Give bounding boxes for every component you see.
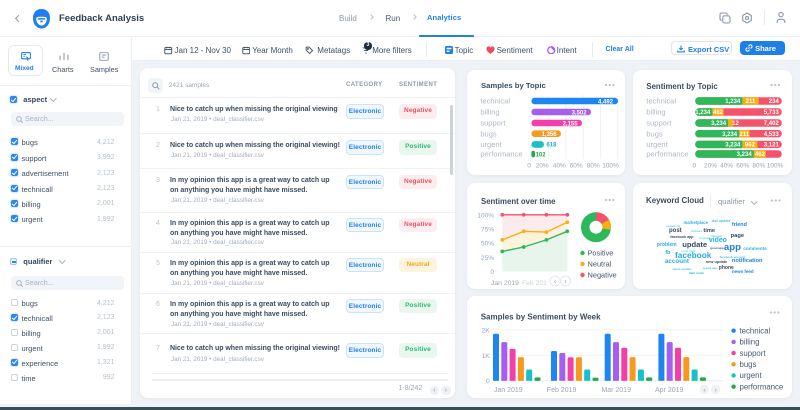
svg-text:60%: 60%: [736, 163, 749, 170]
svg-text:211: 211: [746, 99, 756, 105]
svg-text:urgent: urgent: [480, 140, 502, 149]
svg-text:0: 0: [527, 163, 531, 170]
svg-text:support: support: [740, 349, 767, 358]
svg-text:Neutral: Neutral: [588, 260, 612, 269]
svg-text:performance: performance: [740, 382, 784, 391]
svg-text:211: 211: [740, 132, 750, 138]
svg-text:technical: technical: [646, 97, 676, 106]
svg-text:Feb 201: Feb 201: [522, 280, 547, 287]
svg-text:Sentiment over time: Sentiment over time: [481, 197, 556, 206]
svg-text:0: 0: [486, 378, 490, 385]
svg-text:urgent: urgent: [646, 140, 668, 149]
svg-text:›: ›: [715, 387, 717, 394]
svg-text:2,155: 2,155: [563, 121, 579, 127]
svg-text:102: 102: [536, 152, 547, 158]
svg-text:3,234: 3,234: [737, 152, 753, 158]
svg-text:0: 0: [490, 269, 494, 276]
svg-text:Sentiment by Topic: Sentiment by Topic: [646, 82, 718, 91]
svg-text:Jan 2019: Jan 2019: [494, 387, 523, 394]
svg-text:1,234: 1,234: [725, 99, 741, 105]
svg-text:40%: 40%: [553, 163, 566, 170]
svg-text:3,234: 3,234: [711, 121, 727, 127]
svg-text:1,234: 1,234: [695, 110, 711, 116]
svg-text:462: 462: [755, 152, 766, 158]
svg-text:100%: 100%: [602, 163, 619, 170]
svg-text:Negative: Negative: [588, 271, 617, 280]
svg-text:3,502: 3,502: [572, 110, 588, 116]
svg-text:80%: 80%: [587, 163, 600, 170]
svg-text:50%: 50%: [481, 241, 494, 248]
svg-text:Feb 2019: Feb 2019: [547, 387, 577, 394]
svg-text:4,492: 4,492: [598, 99, 614, 105]
svg-text:billing: billing: [740, 338, 760, 347]
svg-text:4,533: 4,533: [764, 132, 780, 138]
svg-text:1,356: 1,356: [542, 132, 558, 138]
svg-text:3,234: 3,234: [725, 143, 741, 149]
svg-text:962: 962: [745, 143, 756, 149]
svg-text:Samples by Sentiment by Week: Samples by Sentiment by Week: [481, 313, 601, 322]
svg-text:Apr 2019: Apr 2019: [655, 387, 684, 394]
svg-text:20%: 20%: [536, 163, 549, 170]
svg-text:Jan 2019: Jan 2019: [491, 280, 519, 287]
svg-text:7,402: 7,402: [764, 121, 780, 127]
svg-text:12: 12: [732, 121, 739, 127]
svg-text:urgent: urgent: [740, 371, 763, 380]
svg-text:462: 462: [713, 110, 724, 116]
svg-text:3,234: 3,234: [722, 132, 738, 138]
svg-text:2K: 2K: [481, 327, 490, 334]
svg-text:bugs: bugs: [740, 360, 757, 369]
svg-text:75%: 75%: [481, 227, 494, 234]
svg-text:‹: ‹: [703, 387, 705, 394]
svg-text:618: 618: [546, 143, 557, 149]
svg-text:5,733: 5,733: [764, 110, 780, 116]
svg-text:80%: 80%: [752, 163, 765, 170]
svg-text:billing: billing: [480, 108, 499, 117]
svg-text:20%: 20%: [704, 163, 717, 170]
svg-text:3,121: 3,121: [764, 143, 780, 149]
svg-text:40%: 40%: [720, 163, 733, 170]
svg-text:25%: 25%: [481, 255, 494, 262]
svg-text:Mar 2019: Mar 2019: [601, 387, 631, 394]
svg-text:bugs: bugs: [646, 129, 663, 138]
svg-text:technical: technical: [740, 326, 771, 335]
svg-text:Positive: Positive: [588, 249, 614, 258]
svg-text:1K: 1K: [481, 353, 490, 360]
svg-text:›: ›: [564, 279, 567, 286]
svg-text:100%: 100%: [477, 212, 494, 219]
svg-text:Samples by Topic: Samples by Topic: [481, 81, 547, 90]
svg-text:0: 0: [692, 163, 696, 170]
svg-text:technical: technical: [480, 97, 510, 106]
svg-text:234: 234: [769, 99, 780, 105]
svg-text:100%: 100%: [767, 163, 784, 170]
svg-text:support: support: [646, 119, 672, 128]
svg-text:performance: performance: [646, 150, 688, 159]
svg-text:bugs: bugs: [480, 129, 497, 138]
svg-text:support: support: [480, 119, 506, 128]
svg-text:performance: performance: [480, 150, 522, 159]
svg-text:‹: ‹: [554, 279, 557, 286]
svg-text:billing: billing: [646, 108, 665, 117]
svg-text:60%: 60%: [570, 163, 583, 170]
